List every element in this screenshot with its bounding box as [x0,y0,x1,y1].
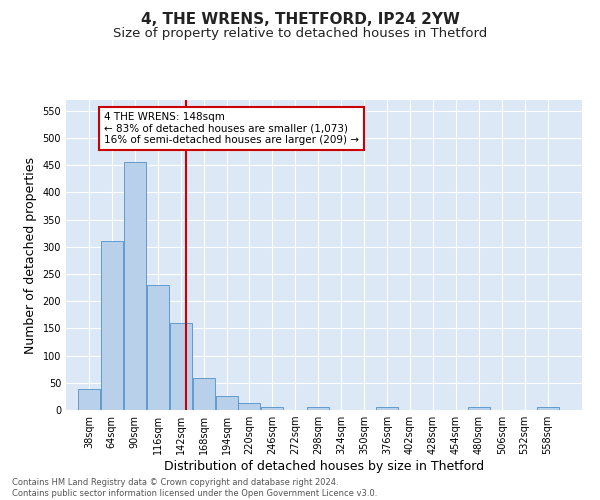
X-axis label: Distribution of detached houses by size in Thetford: Distribution of detached houses by size … [164,460,484,473]
Y-axis label: Number of detached properties: Number of detached properties [24,156,37,354]
Bar [101,241,123,410]
Bar [215,396,238,410]
Bar [124,162,146,410]
Bar [238,403,260,410]
Text: 4, THE WRENS, THETFORD, IP24 2YW: 4, THE WRENS, THETFORD, IP24 2YW [140,12,460,28]
Text: 4 THE WRENS: 148sqm
← 83% of detached houses are smaller (1,073)
16% of semi-det: 4 THE WRENS: 148sqm ← 83% of detached ho… [104,112,359,145]
Bar [147,285,169,410]
Bar [376,408,398,410]
Text: Contains HM Land Registry data © Crown copyright and database right 2024.
Contai: Contains HM Land Registry data © Crown c… [12,478,377,498]
Bar [170,323,191,410]
Bar [536,408,559,410]
Bar [307,408,329,410]
Bar [193,378,215,410]
Bar [262,408,283,410]
Bar [468,408,490,410]
Bar [78,390,100,410]
Text: Size of property relative to detached houses in Thetford: Size of property relative to detached ho… [113,28,487,40]
